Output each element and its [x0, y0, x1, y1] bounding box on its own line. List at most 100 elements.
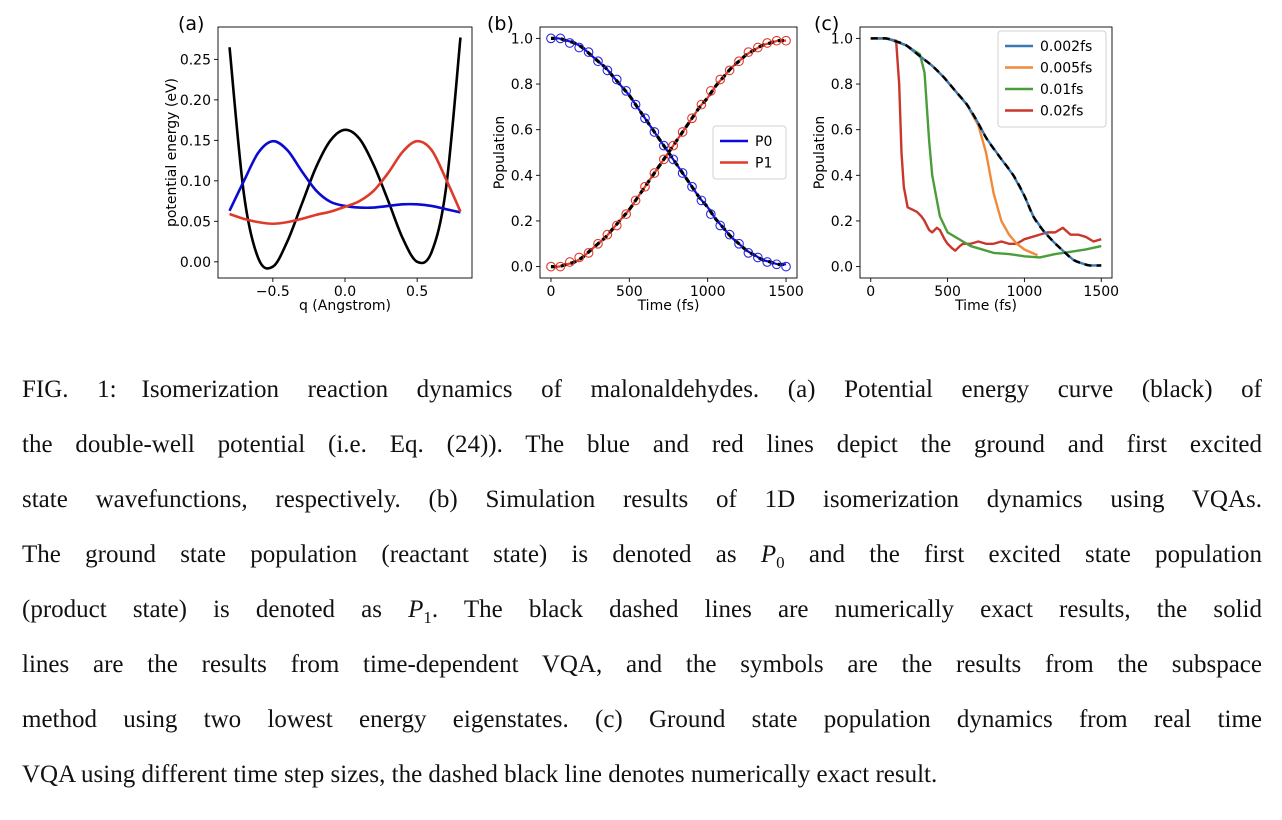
x-tick-label: 500: [616, 284, 643, 300]
caption-text: The ground state population (reactant st…: [22, 541, 761, 568]
caption-text: . The black dashed lines are numerically…: [431, 596, 1262, 623]
subspace-marker: [743, 47, 754, 57]
legend-label: 0.005fs: [1040, 61, 1092, 77]
chart-panel-b: (b) 0 500 1000 1500 0.0 0.2 0.4 0.6 0.8 1.0 Time (f…: [487, 13, 804, 314]
subspace-marker: [583, 248, 594, 258]
caption-line: (product state) is denoted as P1. The bl…: [22, 582, 1262, 637]
x-tick-label: 1000: [690, 284, 726, 300]
subspace-marker: [724, 65, 735, 76]
y-tick-label: 0.10: [180, 174, 211, 190]
y-tick-label: 0.0: [831, 260, 853, 276]
series-line: [229, 139, 462, 226]
plot-area: [228, 37, 462, 270]
subspace-marker: [621, 209, 632, 219]
subspace-marker: [715, 74, 726, 85]
subspace-marker: [771, 35, 782, 46]
subspace-marker: [583, 47, 594, 57]
subspace-marker: [668, 140, 679, 151]
series-line-0.02fs: [870, 37, 1102, 252]
subspace-marker: [677, 127, 688, 137]
legend-label: 0.002fs: [1040, 39, 1092, 55]
subspace-marker: [752, 42, 763, 53]
subspace-marker: [734, 56, 744, 67]
subspace-marker: [611, 220, 622, 231]
legend-label: 0.01fs: [1040, 82, 1083, 98]
subspace-marker: [630, 195, 641, 206]
y-tick-label: 0.2: [511, 214, 533, 230]
panel-label: (a): [178, 13, 204, 35]
y-tick-label: 0.00: [180, 255, 211, 271]
subspace-marker: [546, 33, 556, 44]
caption-line: The ground state population (reactant st…: [22, 527, 1262, 582]
x-tick-label: 0.0: [334, 284, 356, 300]
caption-line: the double-well potential (i.e. Eq. (24)…: [22, 431, 1262, 458]
y-tick-label: 0.2: [831, 214, 853, 230]
math-symbol: P: [760, 541, 777, 568]
subspace-marker: [658, 154, 669, 165]
subspace-marker: [687, 113, 697, 124]
y-tick-label: 0.6: [831, 123, 853, 139]
legend-label: P1: [755, 156, 772, 172]
caption-line: FIG. 1: Isomerization reaction dynamics …: [22, 376, 1262, 403]
x-tick-label: 0: [866, 284, 875, 300]
subspace-marker: [640, 181, 650, 192]
subspace-marker: [574, 42, 585, 53]
y-tick-label: 0.05: [180, 214, 211, 230]
legend-label: 0.02fs: [1040, 104, 1083, 120]
subspace-marker: [564, 38, 575, 48]
subspace-marker: [752, 252, 763, 263]
series-line: [228, 139, 461, 214]
subspace-marker: [649, 127, 660, 137]
y-axis-label: Population: [492, 116, 508, 190]
legend-box: [712, 125, 787, 180]
subspace-marker: [762, 38, 773, 48]
y-tick-label: 0.8: [831, 77, 853, 93]
subspace-marker: [640, 113, 650, 124]
panel-label: (c): [814, 13, 839, 35]
x-axis-label: Time (fs): [954, 298, 1017, 314]
y-tick-label: 0.6: [511, 123, 533, 139]
subspace-marker: [602, 65, 613, 76]
plot-area: [546, 33, 791, 272]
exact-dashed-line: [550, 36, 787, 267]
plot-area: [870, 37, 1102, 267]
y-tick-label: 0.8: [511, 77, 533, 93]
caption-line: method using two lowest energy eigenstat…: [22, 706, 1262, 733]
axes-frame: [859, 26, 1113, 279]
series-line: [228, 37, 462, 270]
panel-label: (b): [487, 13, 514, 35]
subspace-marker: [762, 257, 773, 267]
subspace-marker: [696, 195, 707, 206]
caption-line: state wavefunctions, respectively. (b) S…: [22, 486, 1262, 513]
axes-frame: [539, 26, 798, 279]
subspace-marker: [724, 229, 735, 240]
y-tick-label: 1.0: [831, 31, 853, 47]
x-tick-label: 1500: [768, 284, 804, 300]
x-tick-label: 0.5: [406, 284, 428, 300]
subspace-marker: [564, 257, 575, 267]
y-tick-label: 1.0: [511, 31, 533, 47]
subspace-marker: [687, 181, 697, 192]
subspace-marker: [781, 35, 791, 46]
y-tick-label: 0.15: [180, 133, 211, 149]
math-subscript: 1: [423, 608, 432, 627]
subspace-marker: [574, 252, 585, 263]
y-tick-label: 0.20: [180, 93, 211, 109]
math-subscript: 0: [776, 553, 785, 572]
y-axis-label: Population: [812, 116, 828, 190]
subspace-marker: [593, 56, 603, 67]
subspace-marker: [546, 261, 556, 272]
x-tick-label: 1500: [1083, 284, 1119, 300]
subspace-marker: [621, 86, 632, 96]
y-axis-label: potential energy (eV): [164, 78, 180, 227]
caption-text: (product state) is denoted as: [22, 596, 409, 623]
subspace-marker: [696, 99, 707, 110]
subspace-marker: [593, 238, 603, 249]
subspace-marker: [668, 154, 679, 165]
subspace-marker: [658, 140, 669, 151]
figure: (a)−0.5 0.0 0.50.000.050.100.150.200.25q (…: [164, 13, 1119, 314]
x-tick-label: −0.5: [256, 284, 290, 300]
y-tick-label: 0.0: [511, 260, 533, 276]
legend-box: [997, 30, 1107, 128]
